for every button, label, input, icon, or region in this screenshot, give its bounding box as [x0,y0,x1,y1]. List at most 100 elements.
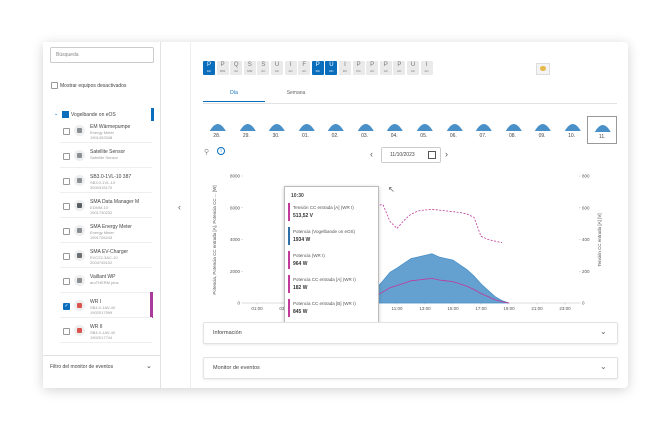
day-cell[interactable]: 07. [469,116,497,142]
button-unit: AC [424,69,429,73]
search-box[interactable]: Búsqueda [50,47,154,63]
day-cell[interactable]: 04. [380,116,408,142]
checkbox[interactable] [62,111,69,118]
day-cell[interactable]: 06. [440,116,468,142]
toolbar-button[interactable]: F AC [298,61,311,75]
tab[interactable]: Semana [286,90,306,96]
day-sparkline [298,124,315,131]
next-day[interactable]: › [445,149,448,159]
checkbox[interactable] [63,128,70,135]
day-cell[interactable]: 05. [410,116,438,142]
day-cell[interactable]: 01. [292,116,320,142]
button-unit: AC [397,69,402,73]
button-unit: AC [302,69,307,73]
show-disabled-label: Mostrar equipos desactivados [60,83,127,89]
checkbox[interactable] [63,228,70,235]
tab-divider [203,103,617,104]
event-filter[interactable]: Filtro del monitor de eventos [50,364,114,370]
toolbar-button[interactable]: I AC [284,61,297,75]
day-cell[interactable]: 03. [351,116,379,142]
button-unit: DC [356,69,361,73]
checkbox[interactable] [63,253,70,260]
tooltip-value: 964 W [293,261,308,267]
toolbar-button[interactable]: U AC [271,61,283,75]
divider [60,292,152,293]
day-sparkline [209,124,226,131]
tooltip-series: Potencia CC entrada [A] (WR I) [293,277,356,282]
device-serial: 1901705243 [90,235,113,240]
zoom-icon[interactable]: ⚲ [204,149,210,156]
day-cell[interactable]: 09. [528,116,556,142]
calendar-icon [428,151,436,159]
day-label: 04. [390,133,398,139]
button-unit: MW [219,69,226,73]
day-label: 10. [568,133,576,139]
day-cell[interactable]: 10. [558,116,586,142]
toolbar-button[interactable]: P AC [366,61,379,75]
tooltip-marker [288,299,290,317]
checkbox[interactable] [51,82,58,89]
tooltip-marker [288,251,290,269]
x-tick-label: 11:00 [392,306,403,311]
day-sparkline [535,124,552,131]
collapse-button[interactable]: ‹ [178,202,181,212]
date-picker[interactable]: 11/10/2023 [381,147,441,163]
device-icon [74,175,85,186]
toolbar-button[interactable]: I AC [420,61,433,75]
search-placeholder: Búsqueda [56,52,79,58]
toolbar-button[interactable]: P AC [379,61,392,75]
checkbox[interactable] [63,203,70,210]
toolbar-button[interactable]: Q AC [230,61,243,75]
tab[interactable]: Día [230,90,238,96]
plant-highlight [151,108,154,121]
tooltip: 10:30 Tensión CC entrada [A] (WR I) 513,5… [284,186,379,328]
day-cell[interactable]: 29. [233,116,261,142]
tooltip-series: Potencia (Vogelbande on eOS) [293,229,356,234]
toolbar-button[interactable]: S MW [243,61,256,75]
toolbar-button[interactable]: P AC [203,61,215,75]
chevron: ⌄ [600,327,607,336]
device-name: SMA Data Manager M [90,199,140,205]
button-letter: U [274,62,280,68]
toolbar-button[interactable]: P DC [352,61,365,75]
day-cell[interactable]: 02. [321,116,349,142]
device-icon [74,325,85,336]
day-cell[interactable]: 30. [262,116,290,142]
chevron[interactable]: ⌄ [146,363,152,370]
button-letter: P [397,62,402,68]
day-cell[interactable]: 28. [203,116,231,142]
checkbox[interactable] [63,153,70,160]
day-label: 03. [361,133,369,139]
checkbox[interactable] [63,328,70,335]
accordion[interactable]: Monitor de eventos ⌄ [203,357,618,379]
expand-arrow[interactable]: ⌄ [54,111,59,117]
button-unit: AC [370,69,375,73]
accordion[interactable]: Información ⌄ [203,322,618,344]
day-label: 09. [538,133,546,139]
day-cell[interactable]: 08. [499,116,527,142]
day-cell[interactable]: 11. [587,116,617,144]
toolbar-button[interactable]: P AC [393,61,406,75]
toolbar-button[interactable]: I DC [339,61,351,75]
toolbar-button[interactable]: U AC [407,61,419,75]
toolbar-button[interactable]: P MW [216,61,229,75]
device-name: Vaillant WP [90,274,116,280]
device-type: SB4.0-1AV-40 [90,330,116,335]
day-label: 07. [479,133,487,139]
button-unit: DC [315,69,320,73]
prev-day[interactable]: ‹ [370,149,373,159]
plant-name: Vogelbande on eOS [71,112,116,118]
checkbox[interactable]: ✓ [63,303,70,310]
info-icon[interactable]: i [217,147,225,155]
divider [60,267,152,268]
button-letter: P [383,62,388,68]
toolbar-button[interactable]: S AC [257,61,270,75]
checkbox[interactable] [63,278,70,285]
device-type: Satellite Sensor [90,155,119,160]
day-sparkline [357,124,374,131]
weather-icon[interactable] [536,63,550,75]
toolbar-button[interactable]: P DC [311,61,324,75]
toolbar-button[interactable]: U DC [325,61,338,75]
checkbox[interactable] [63,178,70,185]
